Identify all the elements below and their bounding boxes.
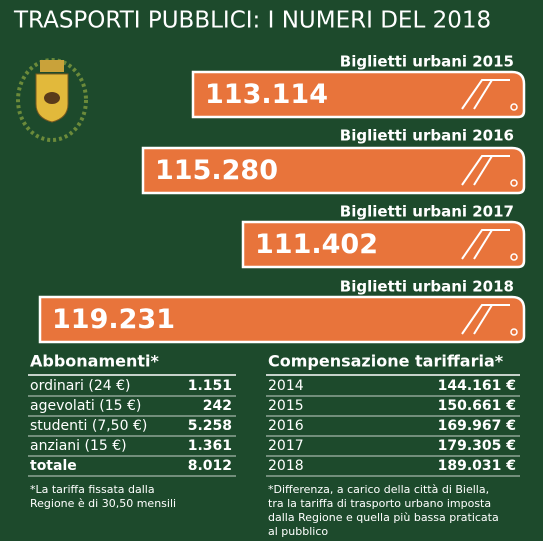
row-label: 2015 bbox=[268, 398, 304, 414]
bus-value: 111.402 bbox=[255, 229, 378, 260]
row-value: 150.661 € bbox=[438, 398, 516, 414]
row-label: agevolati (15 €) bbox=[30, 398, 141, 414]
row-label: studenti (7,50 €) bbox=[30, 418, 147, 434]
row-value: 5.258 bbox=[188, 418, 232, 434]
bus-light bbox=[510, 179, 518, 187]
row-value: 1.361 bbox=[188, 438, 232, 454]
bus-window bbox=[461, 229, 510, 260]
bus-light bbox=[510, 328, 518, 336]
note: *La tariffa fissata dalla Regione è di 30… bbox=[30, 483, 176, 510]
bus-window bbox=[461, 155, 510, 186]
bus-bar bbox=[241, 220, 526, 269]
bus-window bbox=[461, 79, 510, 110]
bus-value: 119.231 bbox=[52, 304, 175, 335]
bus-label: Biglietti urbani 2016 bbox=[340, 127, 514, 145]
row-value: 144.161 € bbox=[438, 378, 516, 394]
row-label: 2017 bbox=[268, 438, 304, 454]
bus-bar bbox=[191, 70, 526, 119]
row-value: 189.031 € bbox=[438, 458, 516, 474]
bus-label: Biglietti urbani 2018 bbox=[340, 278, 514, 296]
bus-light bbox=[510, 253, 518, 261]
bus-window bbox=[461, 304, 510, 335]
title: TRASPORTI PUBBLICI: I NUMERI DEL 2018 bbox=[13, 8, 491, 34]
bus-light bbox=[510, 103, 518, 111]
row-value: 242 bbox=[203, 398, 232, 414]
bus-label: Biglietti urbani 2017 bbox=[340, 203, 514, 221]
row-label: 2018 bbox=[268, 458, 304, 474]
table-title: Compensazione tariffaria* bbox=[268, 352, 504, 371]
bus-label: Biglietti urbani 2015 bbox=[340, 53, 514, 71]
crest bbox=[16, 58, 88, 142]
row-value: 179.305 € bbox=[438, 438, 516, 454]
row-label: ordinari (24 €) bbox=[30, 378, 131, 394]
row-label: totale bbox=[30, 458, 77, 474]
row-value: 169.967 € bbox=[438, 418, 516, 434]
bus-value: 115.280 bbox=[155, 155, 278, 186]
row-value: 1.151 bbox=[188, 378, 232, 394]
row-label: 2016 bbox=[268, 418, 304, 434]
row-label: anziani (15 €) bbox=[30, 438, 127, 454]
bus-bar bbox=[38, 295, 526, 344]
bus-bar bbox=[141, 146, 526, 195]
note: *Differenza, a carico della città di Bie… bbox=[268, 483, 499, 538]
bus-value: 113.114 bbox=[205, 79, 328, 110]
table-title: Abbonamenti* bbox=[30, 352, 160, 371]
row-label: 2014 bbox=[268, 378, 304, 394]
row-value: 8.012 bbox=[188, 458, 232, 474]
